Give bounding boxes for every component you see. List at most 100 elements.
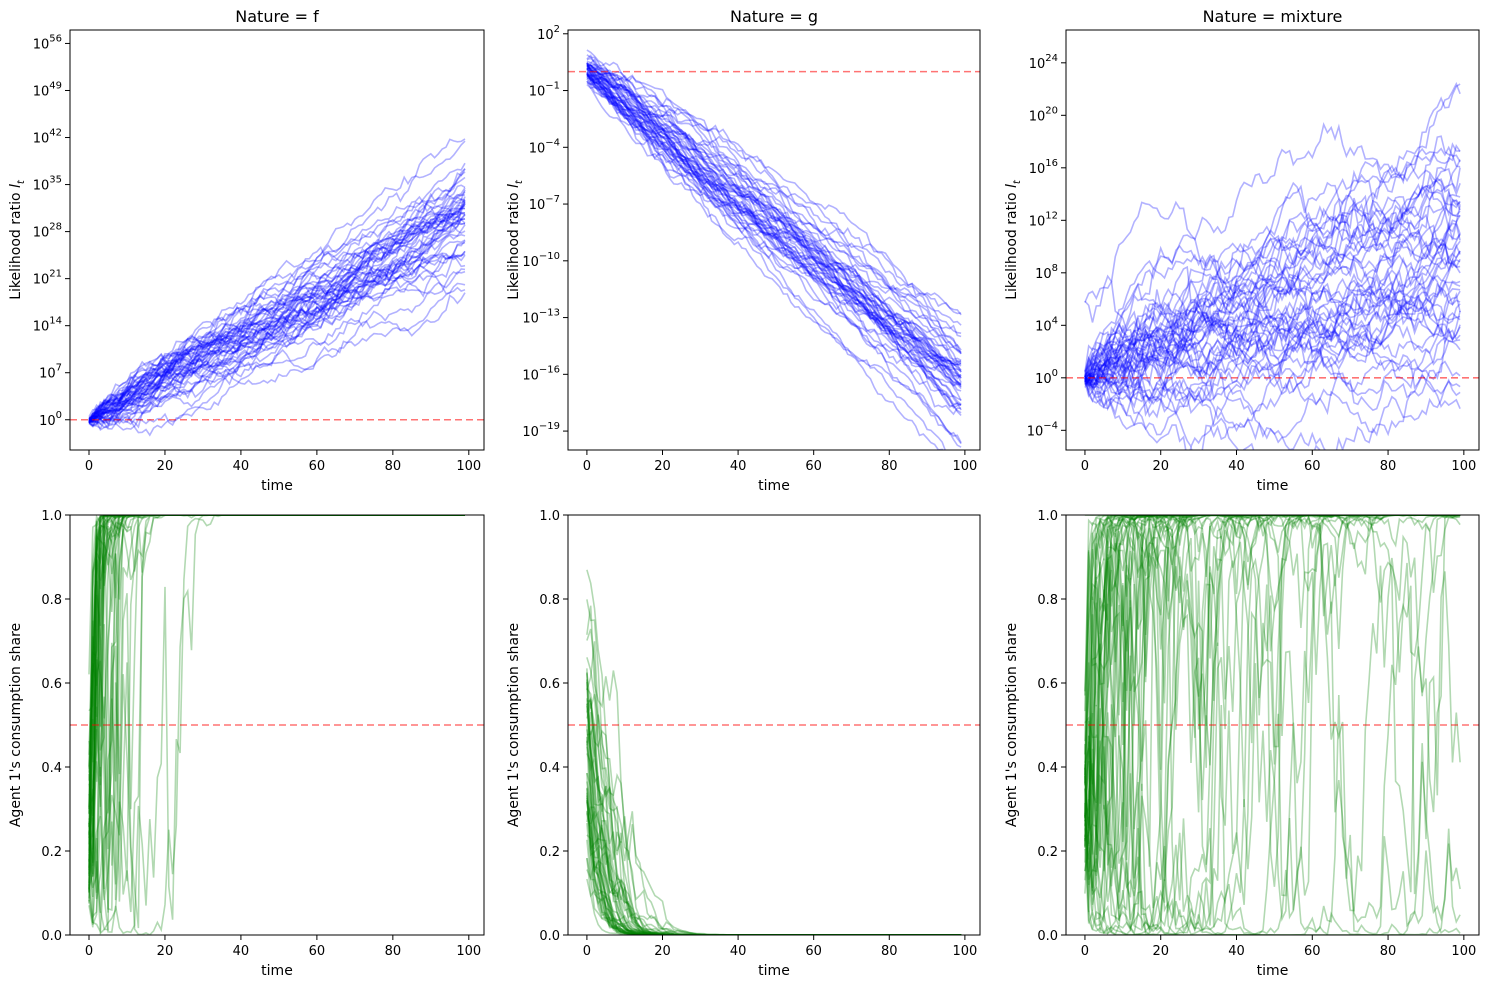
series-line [586,54,962,362]
series-line [88,184,466,421]
series-line [586,71,962,377]
series-line [586,64,962,411]
series-line [586,73,962,448]
y-tick-label: 1014 [33,316,62,335]
axes-frame [69,514,485,936]
series-line [88,211,466,423]
series-line [88,515,465,931]
series-line [88,515,465,862]
series-line [88,515,465,863]
series-line [1084,515,1461,894]
series-line [1084,310,1461,381]
x-tick-label: 100 [952,944,977,959]
series-line [586,58,962,392]
series-line [1084,159,1461,409]
series-line [586,74,962,388]
series-line [586,65,962,326]
y-axis-label: Agent 1's consumption share [1004,623,1020,827]
series-line [586,569,962,935]
y-tick-label: 100 [1035,368,1058,387]
series-line [88,269,466,420]
series-line [1084,515,1461,932]
x-tick-label: 100 [456,944,481,959]
series-line [586,705,962,935]
panel-likelihood-nature-g: 0 20 40 60 80 100 102 10−1 10−4 10−7 10−10 10−13 10−… [506,7,981,494]
series-line [1084,515,1461,935]
series-line [1084,286,1461,402]
x-tick-label: 80 [385,459,402,474]
x-axis-label: time [1257,963,1289,979]
series-line [586,80,946,450]
series-line [586,83,962,402]
x-tick-label: 100 [456,459,481,474]
series-lines [586,49,962,450]
series-line [88,515,465,893]
series-line [1084,515,1461,922]
series-line [88,203,466,420]
series-line [1084,214,1461,380]
x-tick-label: 40 [233,944,250,959]
series-line [88,202,466,422]
series-line [586,65,962,378]
series-line [586,736,962,935]
series-line [88,241,466,425]
series-line [586,63,962,372]
series-line [88,268,466,424]
series-line [88,515,465,911]
series-line [88,515,465,867]
y-tick-label: 1056 [33,33,62,52]
x-tick-label: 40 [1228,459,1245,474]
x-tick-label: 20 [1152,944,1169,959]
series-line [1084,240,1461,375]
series-line [88,214,466,422]
x-tick-label: 0 [583,944,591,959]
x-tick-label: 60 [1304,944,1321,959]
series-line [88,515,465,850]
series-line [88,515,465,935]
series-line [88,515,465,919]
series-line [88,204,466,423]
series-line [88,286,466,422]
series-line [586,672,962,935]
y-tick-label: 10−4 [529,137,560,156]
series-line [586,687,962,935]
series-line [586,605,962,935]
series-line [88,515,465,868]
x-tick-label: 60 [309,459,326,474]
series-line [1084,515,1461,902]
series-line [1084,515,1461,935]
series-line [1084,178,1461,431]
chart-title: Nature = g [730,7,818,26]
series-line [586,740,962,935]
series-line [586,781,962,935]
series-line [586,811,962,935]
panel-share-nature-mixture: 0 20 40 60 80 100 0.0 0.2 0.4 0.6 0.8 1.0 time Agent … [1004,509,1480,979]
y-axis-label: Likelihood ratio lt [506,179,525,300]
x-tick-label: 0 [1081,944,1089,959]
x-tick-label: 20 [157,459,174,474]
y-tick-label: 1016 [1029,158,1058,177]
series-line [88,239,466,423]
series-line [586,67,962,353]
panel-share-nature-f: 0 20 40 60 80 100 0.0 0.2 0.4 0.6 0.8 1.0 time Agent … [8,509,485,979]
series-line [88,233,466,428]
series-line [88,515,465,913]
series-line [88,250,466,429]
series-line [88,220,466,421]
series-line [1084,303,1461,413]
series-line [88,194,466,429]
axes-frame [1065,29,1480,451]
y-tick-label: 100 [39,410,62,429]
series-line [586,681,962,935]
series-line [586,68,962,387]
y-tick-label: 10−4 [1027,420,1058,439]
series-line [88,515,465,877]
series-line [1084,310,1461,412]
series-line [1084,181,1461,372]
series-line [586,72,962,365]
series-lines [586,569,962,935]
y-tick-label: 0.6 [1037,677,1058,692]
series-line [1084,309,1461,403]
y-tick-label: 107 [39,363,62,382]
series-line [1084,515,1461,913]
